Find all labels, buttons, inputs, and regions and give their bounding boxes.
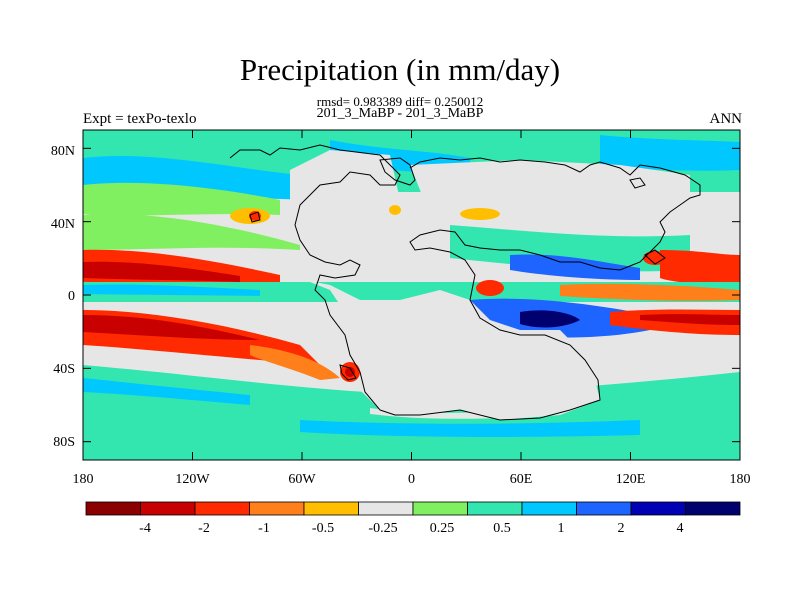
y-tick-label: 80S (53, 435, 75, 450)
colorbar-label: -1 (258, 521, 270, 536)
field-equator-east-dry (560, 283, 740, 301)
rmsd-subtitle: rmsd= 0.983389 diff= 0.250012 (316, 94, 484, 109)
colorbar-swatch (685, 501, 741, 516)
colorbar-swatch (358, 501, 414, 516)
field-pacific-dry-patch (643, 251, 667, 265)
colorbar-label: 1 (558, 521, 565, 536)
case-label: 201_3_MaBP - 201_3_MaBP (316, 106, 484, 121)
coast-east-asia (629, 177, 646, 189)
colorbar-label: 4 (677, 521, 684, 536)
colorbar-labels: -4 -2 -1 -0.5 -0.25 0.25 0.5 1 2 4 (139, 521, 683, 536)
field-west-africa-dry (476, 280, 504, 296)
x-tick-label: 180 (730, 472, 751, 487)
precip-field (83, 130, 740, 460)
field-southwest-pacific-dry-core (640, 314, 740, 325)
field-east-pacific-dry (660, 250, 740, 285)
field-north-pacific-dry-core (83, 261, 240, 282)
field-antarctic-band (83, 440, 740, 460)
experiment-label: Expt = texPo-texlo (83, 111, 197, 127)
colorbar (85, 501, 741, 516)
colorbar-swatch (467, 501, 523, 516)
field-indian-ocean-core (520, 310, 580, 328)
colorbar-label: -0.25 (368, 521, 397, 536)
plot-title: Precipitation (in mm/day) (239, 52, 561, 87)
coast-caribbean-island (249, 211, 261, 223)
x-tick-label: 60E (510, 472, 533, 487)
x-tick-label: 180 (73, 472, 94, 487)
colorbar-swatch (412, 501, 468, 516)
field-north-atlantic-dry (389, 205, 401, 215)
field-arctic-wet-left (83, 182, 280, 216)
y-tick-label: 40N (51, 217, 75, 232)
colorbar-swatch (249, 501, 305, 516)
season-label: ANN (709, 111, 743, 127)
x-tick-label: 0 (408, 472, 415, 487)
coast-japan (644, 249, 666, 265)
field-south-pacific-dry-core (83, 315, 260, 340)
field-mediterranean-dry (460, 208, 500, 220)
field-south-america (305, 280, 600, 420)
field-north-subtropical-wet (83, 214, 300, 250)
coast-greenland (379, 157, 416, 186)
coast-north-america (229, 144, 701, 421)
colorbar-swatch (630, 501, 686, 516)
x-tick-labels: 180 120W 60W 0 60E 120E 180 (73, 472, 751, 487)
colorbar-swatch (85, 501, 141, 516)
colorbar-swatch (576, 501, 632, 516)
field-southern-wet-strong (83, 378, 250, 405)
field-south-pacific-dry-edge (250, 345, 340, 380)
axis-ticks (82, 130, 741, 460)
colorbar-label: -2 (198, 521, 210, 536)
field-equatorial-wet-strong (83, 284, 260, 296)
colorbar-label: 0.5 (493, 521, 511, 536)
colorbar-label: 2 (618, 521, 625, 536)
field-south-atlantic-dry-core (345, 367, 355, 377)
colorbar-swatch (303, 501, 359, 516)
x-tick-label: 60W (288, 472, 316, 487)
colorbar-swatch (194, 501, 250, 516)
y-tick-label: 80N (51, 144, 75, 159)
colorbar-swatch (140, 501, 196, 516)
field-antarctic-land (370, 408, 550, 419)
x-tick-label: 120E (616, 472, 646, 487)
field-southern-ocean-wet (300, 420, 640, 437)
y-tick-label: 40S (53, 362, 75, 377)
field-east-siberia-wet (600, 135, 740, 171)
y-tick-labels: 80N 40N 0 40S 80S (51, 144, 75, 450)
colorbar-swatch (521, 501, 577, 516)
coastlines (229, 144, 701, 421)
colorbar-label: 0.25 (430, 521, 455, 536)
y-tick-label: 0 (68, 289, 75, 304)
field-asia-strong-wet (510, 254, 640, 280)
colorbar-label: -0.5 (312, 521, 334, 536)
x-tick-label: 120W (175, 472, 210, 487)
coast-antarctic-peninsula (339, 364, 357, 381)
colorbar-label: -4 (139, 521, 151, 536)
